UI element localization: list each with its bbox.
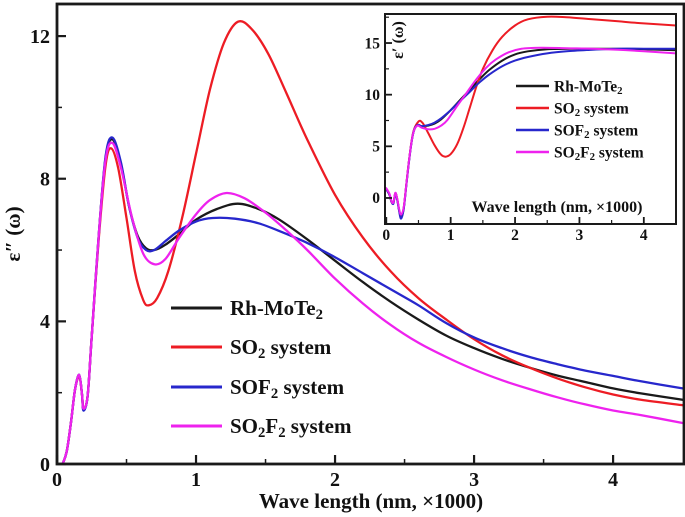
inset-y-tick-label: 10 bbox=[365, 87, 381, 104]
inset-y-tick-label: 0 bbox=[372, 190, 380, 207]
main-legend-item-rh-mote2: Rh-MoTe2 bbox=[171, 296, 323, 323]
inset-legend-item-rh-mote2: Rh-MoTe2 bbox=[516, 78, 623, 97]
main-x-tick-label: 1 bbox=[191, 469, 201, 491]
inset-y-tick-label: 15 bbox=[365, 35, 381, 52]
inset-x-tick-label: 2 bbox=[511, 227, 519, 244]
main-curve-sof2-system bbox=[61, 136, 684, 464]
main-legend-label-so2-system: SO2 system bbox=[230, 335, 332, 362]
main-legend: Rh-MoTe2 SO2 system SOF2 system SO2F2 syste… bbox=[171, 296, 352, 441]
main-legend-item-so2-system: SO2 system bbox=[171, 335, 332, 362]
main-y-tick-label: 8 bbox=[40, 169, 50, 191]
main-y-tick-label: 4 bbox=[40, 311, 50, 333]
main-axes-frame bbox=[55, 2, 685, 466]
main-x-tick-label: 4 bbox=[608, 469, 618, 491]
main-curve-so2f2-system bbox=[61, 141, 684, 464]
inset-ticks: 0 1 2 3 4 0 5 10 15 bbox=[365, 16, 648, 244]
inset-x-tick-label: 3 bbox=[576, 227, 584, 244]
main-y-tick-label: 12 bbox=[30, 26, 50, 48]
main-x-tick-label: 3 bbox=[469, 469, 479, 491]
main-legend-item-sof2-system: SOF2 system bbox=[171, 375, 345, 402]
inset-legend-item-so2-system: SO2 system bbox=[516, 100, 629, 119]
inset-legend-item-sof2-system: SOF2 system bbox=[516, 122, 638, 141]
main-legend-label-sof2-system: SOF2 system bbox=[230, 375, 345, 402]
inset-y-tick-label: 5 bbox=[372, 139, 380, 156]
main-legend-item-so2f2-system: SO2F2 system bbox=[171, 414, 352, 441]
main-legend-label-rh-mote2: Rh-MoTe2 bbox=[230, 296, 323, 323]
main-legend-label-so2f2-system: SO2F2 system bbox=[230, 414, 352, 441]
main-x-axis-label: Wave length (nm, ×1000) bbox=[259, 489, 483, 513]
main-x-tick-label: 2 bbox=[330, 469, 340, 491]
inset-x-axis-label: Wave length (nm, ×1000) bbox=[472, 199, 643, 216]
inset-legend-item-so2f2-system: SO2F2 system bbox=[516, 144, 644, 163]
inset-curve-so2f2-system bbox=[385, 46, 676, 216]
inset-legend-label-so2-system: SO2 system bbox=[554, 100, 629, 119]
inset-plot: 0 1 2 3 4 0 5 10 15 Wave length (nm, ×1000) ε′ (ω)… bbox=[365, 12, 678, 244]
inset-axes-frame bbox=[384, 13, 677, 225]
inset-curves bbox=[385, 15, 676, 220]
main-y-tick-label: 0 bbox=[40, 454, 50, 476]
main-x-tick-label: 0 bbox=[52, 469, 62, 491]
inset-legend-label-rh-mote2: Rh-MoTe2 bbox=[554, 78, 623, 97]
main-y-axis-label: ε″ (ω) bbox=[1, 206, 25, 261]
inset-legend-label-sof2-system: SOF2 system bbox=[554, 122, 638, 141]
inset-x-tick-label: 0 bbox=[382, 227, 390, 244]
inset-x-tick-label: 4 bbox=[640, 227, 648, 244]
main-curves bbox=[61, 20, 684, 464]
inset-legend-label-so2f2-system: SO2F2 system bbox=[554, 144, 644, 163]
inset-y-axis-label: ε′ (ω) bbox=[390, 21, 407, 59]
inset-legend: Rh-MoTe2 SO2 system SOF2 system SO2F2 syste… bbox=[516, 78, 644, 163]
inset-x-tick-label: 1 bbox=[447, 227, 455, 244]
inset-plot-background bbox=[383, 12, 678, 226]
